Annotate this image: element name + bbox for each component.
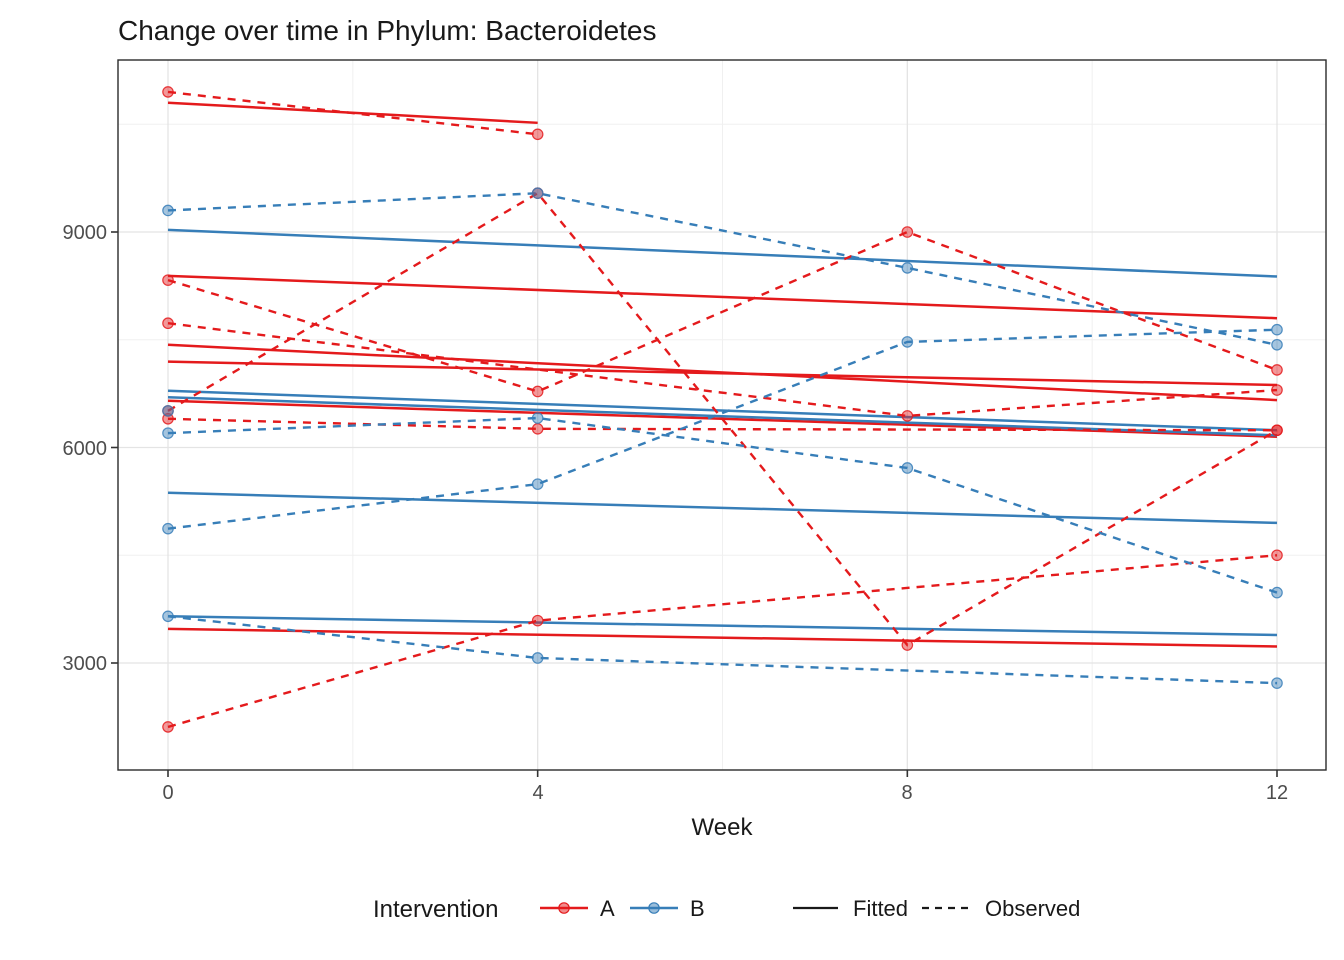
legend-key-point-A: [558, 902, 570, 914]
chart-title: Change over time in Phylum: Bacteroidete…: [118, 15, 657, 46]
fitted-line-A4: [167, 360, 1278, 387]
observed-line-B1: [167, 192, 1278, 346]
fitted-line-B1: [167, 228, 1278, 278]
fitted-lines-layer: [167, 101, 1278, 648]
observed-point-A4-wk8: [901, 639, 914, 651]
observed-line-A2: [167, 230, 1278, 393]
observed-point-B4-wk12: [1271, 323, 1283, 336]
observed-point-A1-wk4: [531, 128, 544, 141]
observed-point-B2-wk0: [162, 427, 174, 439]
observed-point-B1-wk12: [1271, 338, 1283, 351]
legend-title: Intervention: [373, 896, 498, 923]
observed-point-A5-wk0: [162, 412, 174, 425]
observed-point-A5-wk12: [1271, 424, 1283, 437]
observed-point-B5-wk4: [531, 652, 544, 664]
y-tick-label-3000: 3000: [63, 653, 108, 675]
y-tick-label-6000: 6000: [63, 438, 108, 460]
legend-key-point-B: [648, 902, 660, 914]
observed-point-B1-wk8: [901, 262, 914, 274]
x-tick-label-8: 8: [901, 782, 912, 804]
observed-point-A5-wk4: [531, 423, 544, 435]
fitted-line-B4: [167, 491, 1278, 525]
observed-point-A6-wk0: [162, 721, 174, 733]
observed-lines-layer: [167, 90, 1278, 729]
observed-point-B4-wk4: [531, 478, 544, 490]
observed-line-A5: [167, 417, 1278, 432]
y-tick-label-9000: 9000: [63, 222, 108, 244]
observed-point-A2-wk8: [901, 226, 914, 238]
observed-point-A1-wk0: [162, 86, 174, 98]
observed-point-B3-wk0: [162, 405, 174, 417]
x-tick-label-4: 4: [532, 782, 543, 804]
x-tick-label-0: 0: [162, 782, 173, 804]
observed-point-B1-wk4: [531, 187, 544, 200]
observed-point-A2-wk12: [1271, 364, 1283, 376]
observed-point-A6-wk4: [531, 614, 544, 627]
fitted-line-A6: [167, 627, 1278, 648]
observed-point-B5-wk0: [162, 610, 174, 623]
fitted-line-B5: [167, 615, 1278, 637]
observed-point-B2-wk8: [901, 462, 914, 474]
observed-point-B4-wk8: [901, 336, 914, 348]
observed-line-A3: [167, 322, 1278, 418]
legend-glyphs: [540, 902, 968, 914]
fitted-line-A2: [167, 274, 1278, 320]
observed-point-A3-wk0: [162, 317, 174, 330]
observed-point-A2-wk0: [162, 274, 174, 286]
axis-ticks: [111, 231, 1278, 777]
legend-label-observed: Observed: [985, 896, 1080, 921]
legend-label-a: A: [600, 896, 615, 921]
observed-point-A6-wk12: [1271, 549, 1283, 562]
observed-line-B2: [167, 416, 1278, 594]
observed-point-A3-wk12: [1271, 384, 1283, 396]
observed-point-A3-wk8: [901, 410, 914, 422]
data-points-layer: [162, 86, 1283, 733]
legend: Intervention A B Fitted Observed: [373, 896, 1080, 923]
x-axis-title: Week: [692, 814, 754, 841]
observed-line-A1: [167, 90, 538, 136]
gridlines: [118, 60, 1326, 770]
observed-point-B2-wk12: [1271, 586, 1283, 599]
legend-label-b: B: [690, 896, 705, 921]
fitted-line-B3: [167, 395, 1278, 437]
x-tick-label-12: 12: [1266, 782, 1288, 804]
observed-point-A2-wk4: [531, 385, 544, 398]
observed-point-B4-wk0: [162, 522, 174, 535]
legend-label-fitted: Fitted: [853, 896, 908, 921]
panel-border: [117, 59, 1327, 771]
observed-line-B5: [167, 615, 1278, 685]
fitted-line-B2: [167, 389, 1278, 432]
observed-line-B4: [167, 328, 1278, 530]
observed-point-B5-wk12: [1271, 677, 1283, 689]
observed-point-B1-wk0: [162, 204, 174, 217]
observed-point-B2-wk4: [531, 412, 544, 424]
observed-line-A4: [167, 191, 1278, 647]
